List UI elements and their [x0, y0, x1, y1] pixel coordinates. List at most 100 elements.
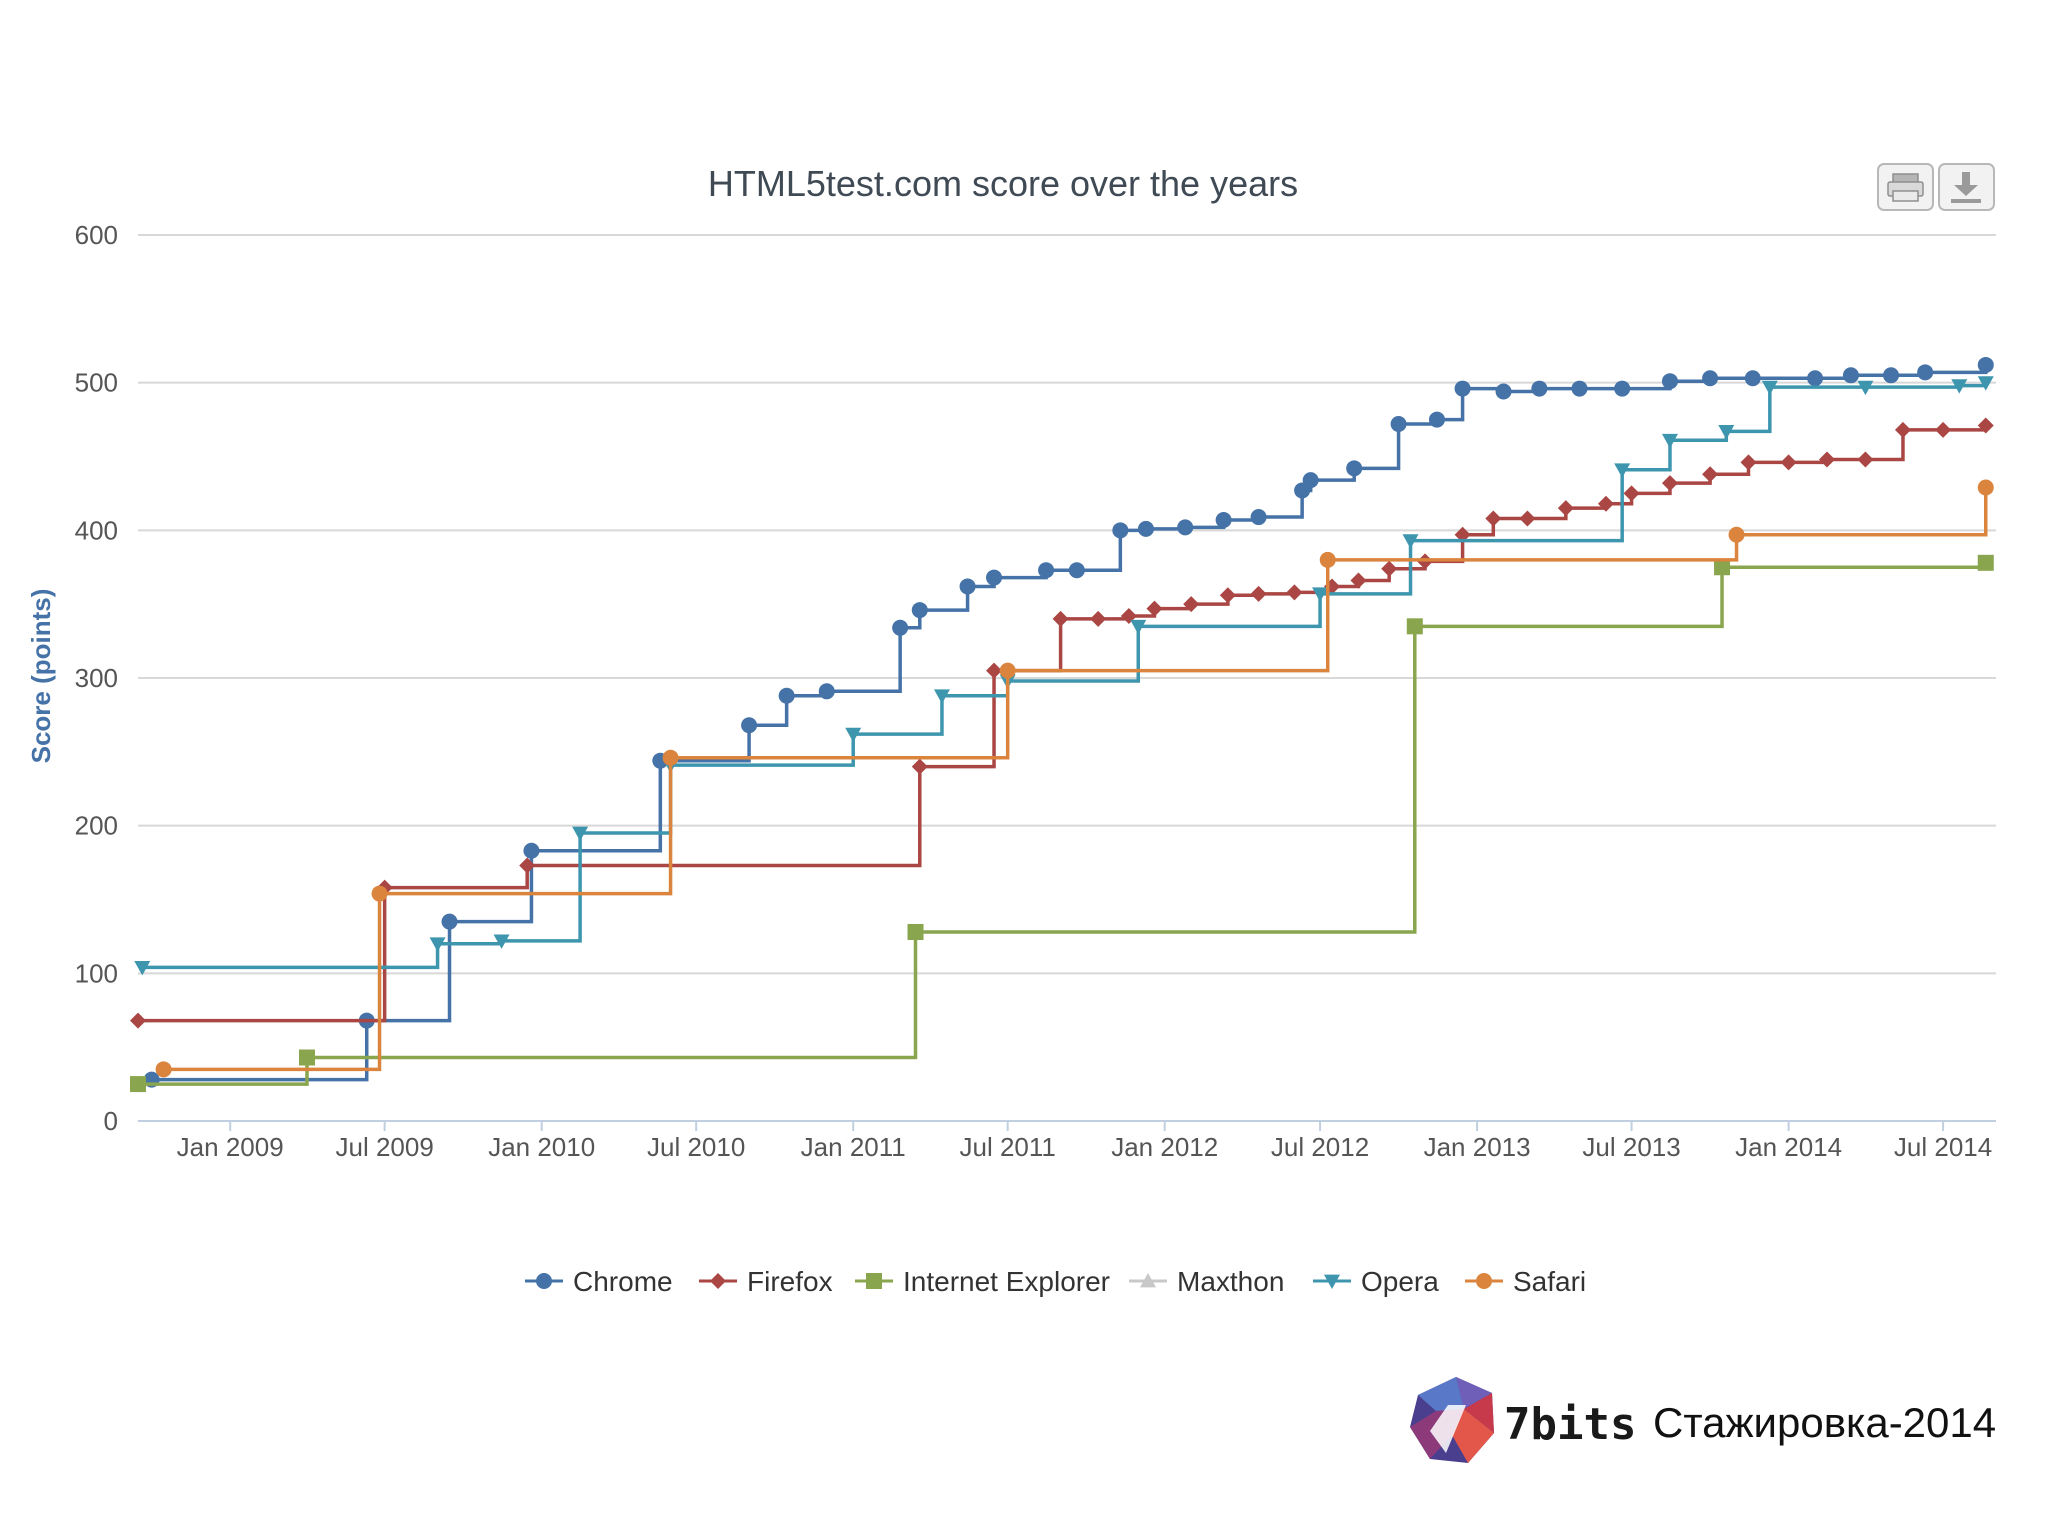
data-point-chrome [818, 683, 835, 700]
series-firefox [130, 417, 1994, 1029]
data-point-chrome [441, 913, 458, 930]
data-point-chrome [959, 578, 976, 595]
download-button[interactable] [1938, 163, 1995, 211]
data-point-chrome [1390, 416, 1407, 433]
brand-caption: Стажировка-2014 [1653, 1399, 1997, 1446]
data-point-firefox [1183, 596, 1200, 613]
data-point-internet-explorer [1714, 559, 1731, 576]
legend-label-safari: Safari [1513, 1266, 1586, 1297]
y-tick-label: 200 [75, 811, 118, 841]
series-internet-explorer [130, 554, 1994, 1093]
data-point-opera [1761, 380, 1778, 396]
x-tick-label: Jul 2013 [1582, 1132, 1680, 1162]
legend-marker-internet-explorer [866, 1273, 882, 1289]
data-point-opera [1130, 619, 1147, 635]
data-point-firefox [1090, 610, 1107, 627]
legend-marker-chrome [536, 1273, 552, 1289]
data-point-chrome [1531, 380, 1548, 397]
data-point-opera [933, 689, 950, 704]
data-point-firefox [1519, 510, 1536, 527]
legend-label-internet-explorer: Internet Explorer [903, 1266, 1110, 1297]
legend-item-maxthon[interactable]: Maxthon [1129, 1266, 1284, 1297]
x-tick-label: Jan 2011 [801, 1132, 906, 1162]
data-point-chrome [1068, 562, 1085, 579]
y-tick-label: 400 [75, 515, 118, 545]
data-point-firefox [1702, 466, 1719, 483]
data-point-opera [572, 826, 589, 842]
legend-label-opera: Opera [1361, 1266, 1439, 1297]
brand-name: 7bits [1504, 1399, 1637, 1450]
data-point-firefox [1286, 584, 1303, 601]
data-point-chrome [741, 717, 758, 734]
legend-item-internet-explorer[interactable]: Internet Explorer [855, 1266, 1110, 1297]
plot-area [130, 356, 1994, 1093]
data-point-firefox [1219, 587, 1236, 604]
data-point-internet-explorer [907, 923, 924, 940]
printer-icon [1887, 173, 1924, 202]
series-line-opera [142, 382, 1988, 970]
data-point-firefox [1557, 500, 1574, 517]
y-tick-label: 600 [75, 220, 118, 250]
data-point-safari [1977, 479, 1994, 496]
series-line-internet-explorer [138, 562, 1988, 1086]
data-point-chrome [1346, 460, 1363, 477]
series-opera [134, 376, 1994, 976]
series-safari [155, 479, 1994, 1078]
data-point-chrome [1842, 367, 1859, 384]
legend-item-safari[interactable]: Safari [1465, 1266, 1586, 1297]
data-point-safari [1728, 526, 1745, 543]
data-point-safari [662, 749, 679, 766]
data-point-chrome [986, 569, 1003, 586]
legend-item-chrome[interactable]: Chrome [525, 1266, 673, 1297]
x-axis: Jan 2009 Jul 2009 Jan 2010 Jul 2010 Jan 2011… [138, 1120, 1996, 1162]
data-point-firefox [1740, 454, 1757, 471]
data-point-chrome [1302, 472, 1319, 489]
legend-label-maxthon: Maxthon [1177, 1266, 1284, 1297]
data-point-opera [1857, 380, 1874, 396]
data-point-chrome [1744, 370, 1761, 387]
y-axis: 0 100 200 300 400 500 600 [75, 220, 118, 1136]
x-tick-label: Jul 2014 [1894, 1132, 1992, 1162]
legend-item-firefox[interactable]: Firefox [699, 1266, 833, 1297]
data-point-safari [1319, 551, 1336, 568]
x-tick-label: Jan 2010 [488, 1132, 595, 1162]
data-point-opera [1312, 587, 1329, 602]
data-point-opera [1402, 534, 1419, 549]
data-point-opera [429, 937, 446, 952]
data-point-chrome [1702, 370, 1719, 387]
x-tick-label: Jan 2014 [1735, 1132, 1842, 1162]
data-point-safari [999, 662, 1016, 679]
data-point-chrome [892, 619, 909, 636]
data-point-chrome [1977, 356, 1994, 373]
data-point-firefox [1146, 600, 1163, 617]
x-tick-label: Jul 2012 [1271, 1132, 1369, 1162]
data-point-opera [1661, 433, 1678, 449]
brand-footer: 7bits Стажировка-2014 [1408, 1375, 2008, 1485]
data-point-chrome [1917, 364, 1934, 381]
data-point-firefox [1977, 417, 1994, 434]
y-tick-label: 300 [75, 663, 118, 693]
print-button[interactable] [1877, 163, 1934, 211]
data-point-chrome [1250, 509, 1267, 526]
data-point-firefox [1661, 475, 1678, 492]
data-point-chrome [1137, 520, 1154, 537]
data-point-chrome [1177, 519, 1194, 536]
data-point-opera [1614, 463, 1631, 478]
data-point-chrome [1661, 373, 1678, 390]
legend-marker-safari [1476, 1273, 1492, 1289]
series-chrome [143, 356, 1994, 1088]
data-point-chrome [1428, 411, 1445, 428]
data-point-opera [1951, 379, 1968, 394]
data-point-chrome [523, 842, 540, 859]
data-point-firefox [1597, 495, 1614, 512]
legend-item-opera[interactable]: Opera [1313, 1266, 1439, 1297]
data-point-opera [493, 934, 510, 949]
legend-marker-maxthon [1140, 1273, 1156, 1288]
data-point-firefox [986, 662, 1003, 679]
legend-marker-opera [1324, 1274, 1340, 1289]
legend-marker-firefox [710, 1273, 726, 1289]
data-point-firefox [1052, 610, 1069, 627]
y-tick-label: 500 [75, 368, 118, 398]
data-point-internet-explorer [298, 1049, 315, 1066]
data-point-chrome [1038, 562, 1055, 579]
